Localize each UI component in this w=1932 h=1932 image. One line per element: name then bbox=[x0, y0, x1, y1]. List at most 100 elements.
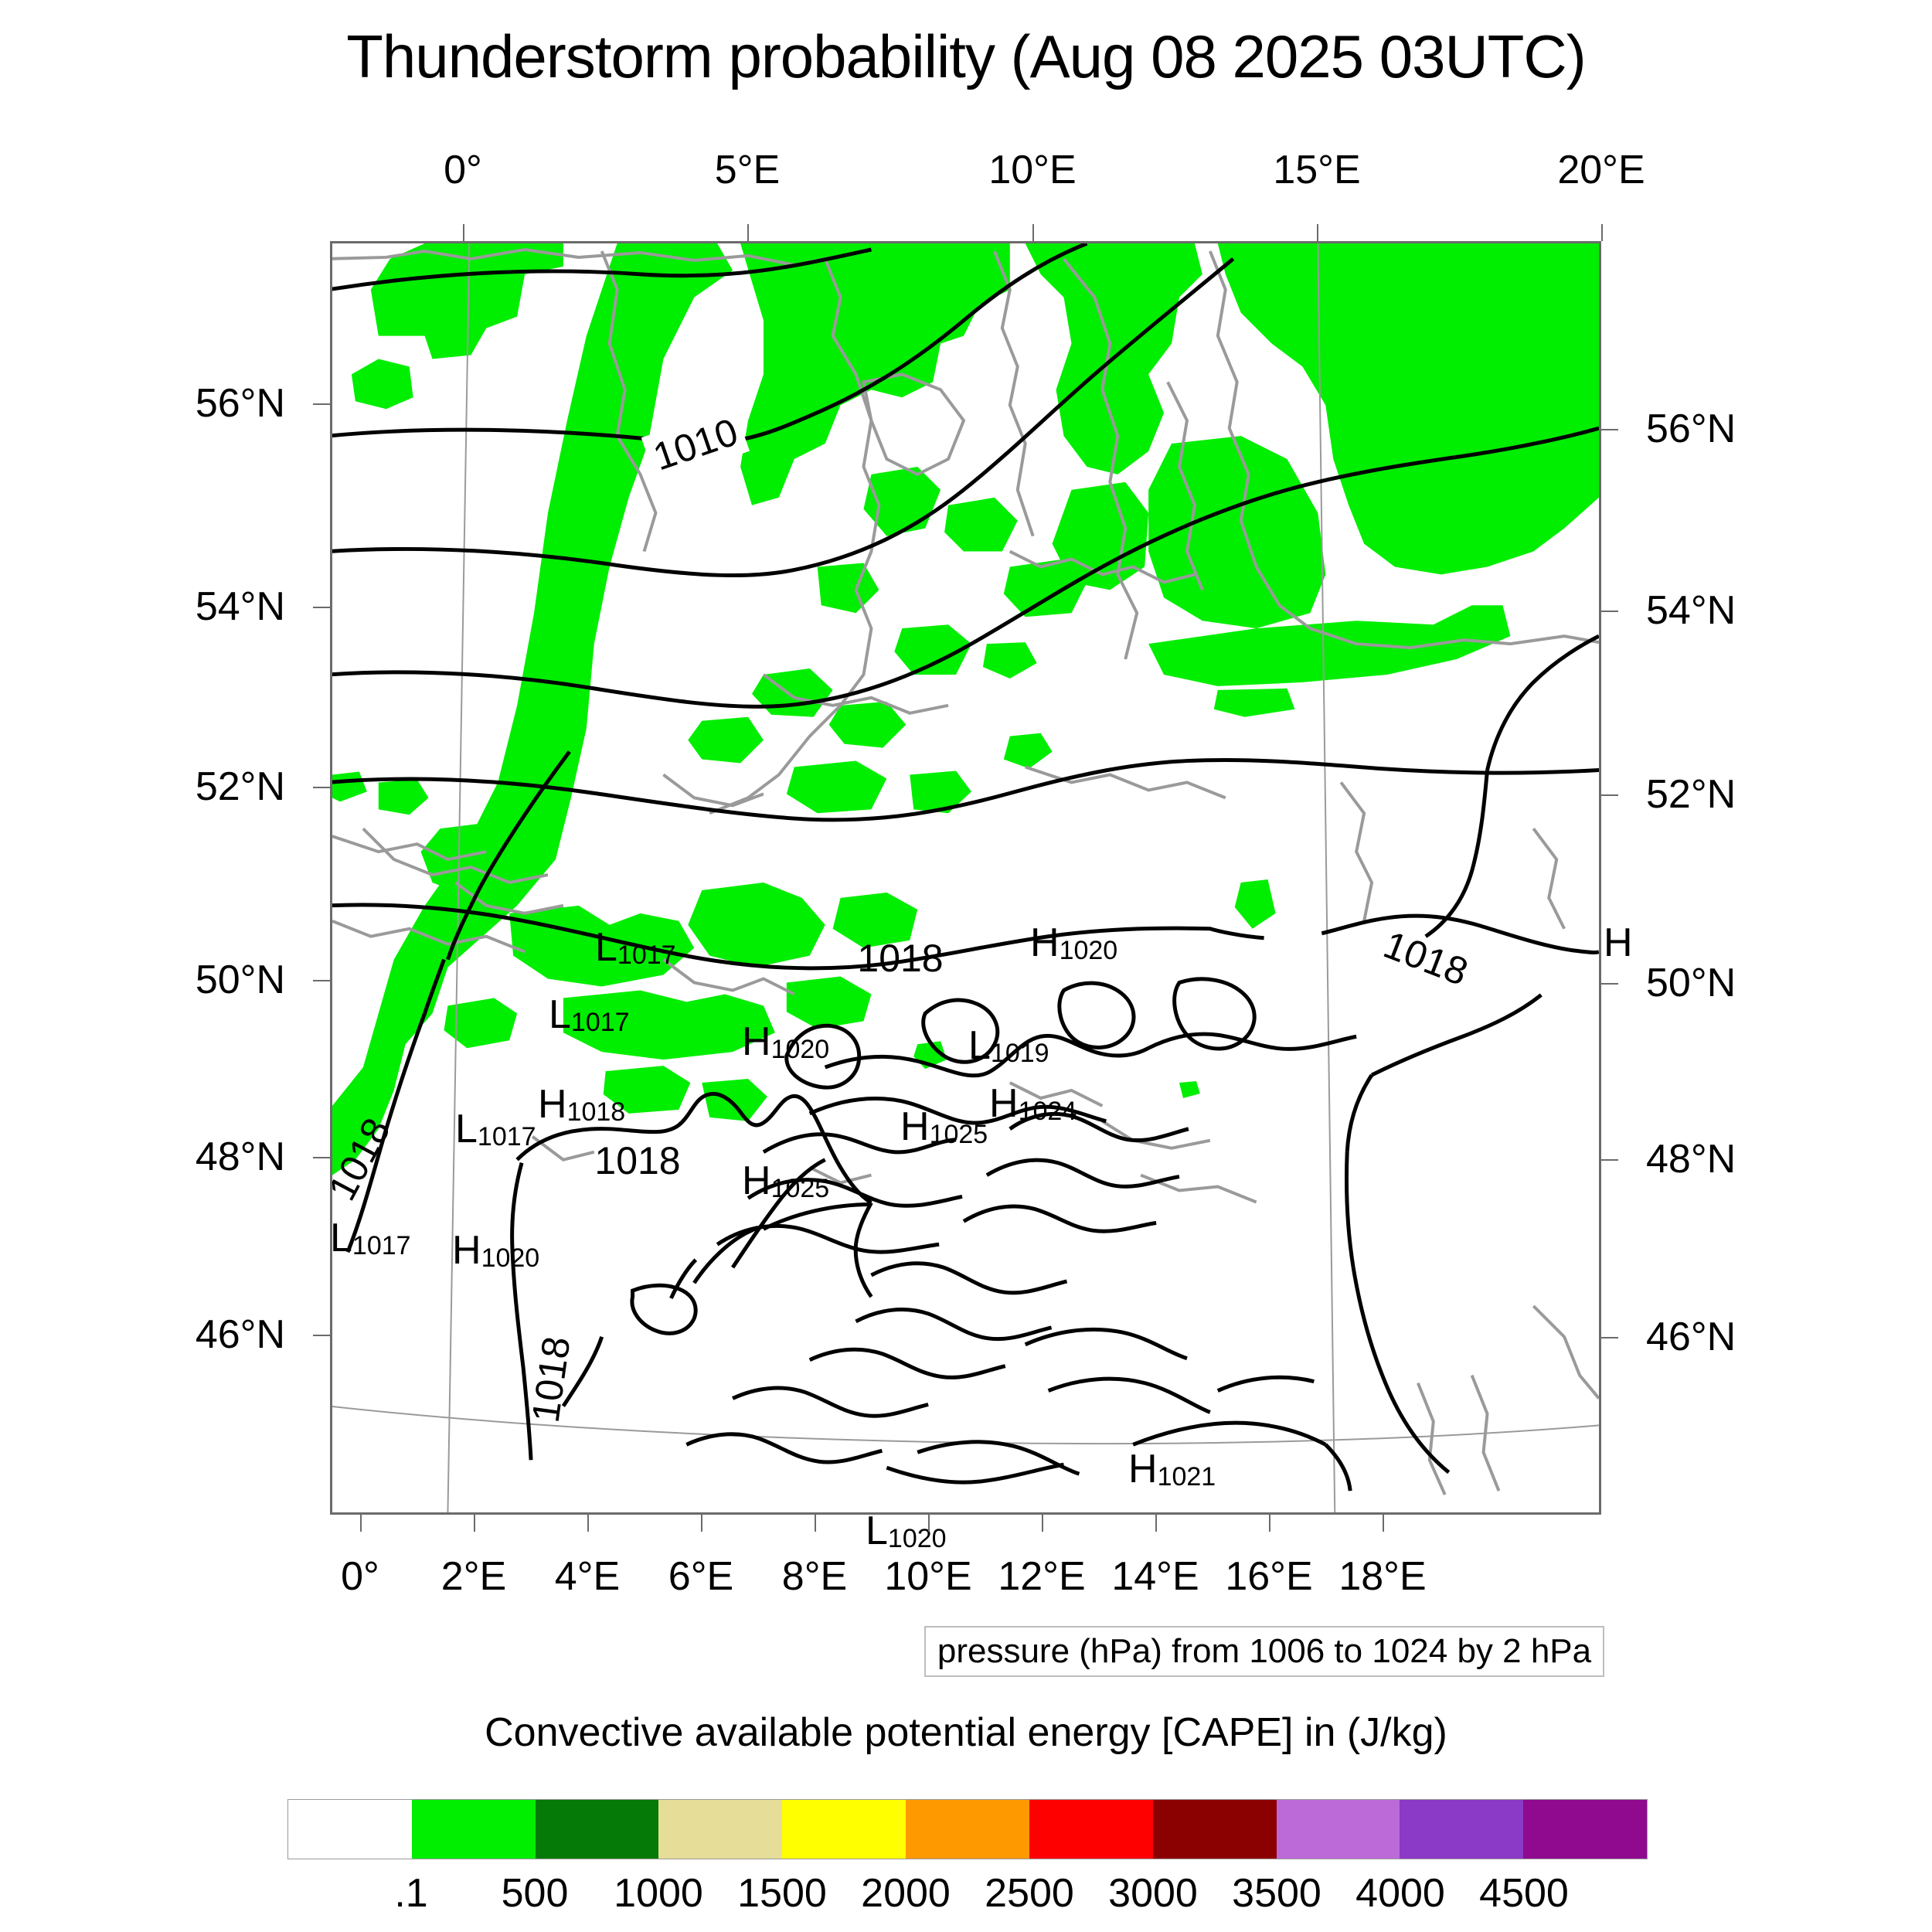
pressure-center-high-7: H1020 bbox=[1030, 920, 1117, 966]
pressure-center-value: 1025 bbox=[770, 1174, 830, 1203]
pressure-center-high-12: H1021 bbox=[1128, 1446, 1216, 1492]
isobar-label-4: 1018 bbox=[594, 1139, 681, 1182]
colorbar-tick-label-8: 4000 bbox=[1355, 1871, 1445, 1916]
pressure-center-type: H bbox=[742, 1158, 771, 1203]
pressure-center-value: 1020 bbox=[481, 1243, 540, 1273]
lat-tick-mark-left-3 bbox=[313, 980, 330, 981]
lon-tick-label-bottom-7: 14°E bbox=[1111, 1554, 1199, 1599]
colorbar-swatch-9 bbox=[1400, 1800, 1524, 1859]
lon-tick-label-top-4: 20°E bbox=[1557, 148, 1645, 192]
lon-tick-label-top-1: 5°E bbox=[714, 148, 781, 192]
pressure-center-high-6: H1020 bbox=[742, 1019, 829, 1065]
map-svg bbox=[332, 243, 1599, 1512]
pressure-center-type: L bbox=[968, 1023, 991, 1068]
pressure-center-type: L bbox=[595, 925, 617, 970]
lat-tick-label-left-4: 48°N bbox=[195, 1134, 285, 1179]
colorbar-tick-label-4: 2000 bbox=[861, 1871, 951, 1916]
lon-tick-mark-top-0 bbox=[463, 224, 464, 241]
lat-tick-mark-right-1 bbox=[1601, 611, 1618, 612]
pressure-center-value: 1024 bbox=[1018, 1097, 1077, 1126]
lon-tick-mark-top-1 bbox=[747, 224, 749, 241]
lat-tick-mark-left-0 bbox=[313, 403, 330, 405]
pressure-caption-text: pressure (hPa) from 1006 to 1024 by 2 hP… bbox=[937, 1632, 1592, 1670]
lon-tick-mark-bottom-1 bbox=[474, 1515, 475, 1532]
lon-tick-mark-bottom-5 bbox=[928, 1515, 930, 1532]
lon-tick-mark-bottom-7 bbox=[1155, 1515, 1157, 1532]
pressure-center-type: H bbox=[1128, 1447, 1158, 1492]
pressure-center-type: H bbox=[742, 1019, 771, 1064]
map-plot-area bbox=[330, 241, 1601, 1515]
colorbar-tick-label-9: 4500 bbox=[1479, 1871, 1569, 1916]
pressure-center-low-4: L1017 bbox=[330, 1215, 411, 1261]
lat-tick-label-left-1: 54°N bbox=[195, 584, 285, 629]
pressure-center-high-2: H1018 bbox=[538, 1081, 625, 1128]
pressure-center-value: 1017 bbox=[570, 1008, 630, 1037]
lon-tick-mark-bottom-4 bbox=[815, 1515, 816, 1532]
lon-tick-mark-bottom-8 bbox=[1269, 1515, 1270, 1532]
colorbar-tick-label-0: .1 bbox=[394, 1871, 428, 1916]
lat-tick-mark-right-2 bbox=[1601, 794, 1618, 796]
graticule-layer bbox=[332, 243, 1599, 1512]
pressure-center-value: 1017 bbox=[617, 940, 676, 970]
lon-tick-mark-top-2 bbox=[1032, 224, 1034, 241]
pressure-center-high-9: H1024 bbox=[989, 1080, 1077, 1127]
lat-tick-label-left-0: 56°N bbox=[195, 381, 285, 426]
lon-tick-label-bottom-9: 18°E bbox=[1338, 1554, 1427, 1599]
pressure-center-type: L bbox=[866, 1509, 888, 1553]
lon-tick-label-bottom-4: 8°E bbox=[781, 1554, 848, 1599]
pressure-center-type: H bbox=[900, 1104, 930, 1149]
lon-tick-mark-bottom-9 bbox=[1383, 1515, 1384, 1532]
lat-tick-label-right-0: 56°N bbox=[1646, 406, 1736, 451]
pressure-center-high-5: H1020 bbox=[452, 1227, 539, 1274]
lon-tick-label-bottom-3: 6°E bbox=[668, 1554, 734, 1599]
lon-tick-label-bottom-8: 16°E bbox=[1225, 1554, 1313, 1599]
lat-tick-mark-left-4 bbox=[313, 1157, 330, 1158]
lon-tick-label-top-3: 15°E bbox=[1273, 148, 1361, 192]
lat-tick-label-right-1: 54°N bbox=[1646, 588, 1736, 633]
lat-tick-label-left-2: 52°N bbox=[195, 764, 285, 809]
pressure-center-value: 1020 bbox=[770, 1035, 830, 1064]
colorbar-swatch-10 bbox=[1523, 1800, 1647, 1859]
lat-tick-mark-left-5 bbox=[313, 1335, 330, 1336]
pressure-center-low-8: L1019 bbox=[968, 1022, 1049, 1069]
colorbar-title: Convective available potential energy [C… bbox=[485, 1710, 1447, 1755]
pressure-center-value: 1018 bbox=[566, 1097, 626, 1127]
colorbar-swatch-3 bbox=[658, 1800, 783, 1859]
lon-tick-mark-top-3 bbox=[1317, 224, 1318, 241]
lat-tick-label-right-2: 52°N bbox=[1646, 772, 1736, 817]
colorbar-swatch-7 bbox=[1152, 1800, 1277, 1859]
colorbar-tick-label-3: 1500 bbox=[737, 1871, 827, 1916]
colorbar-swatch-4 bbox=[782, 1800, 906, 1859]
lon-tick-mark-bottom-2 bbox=[587, 1515, 589, 1532]
colorbar-tick-label-6: 3000 bbox=[1108, 1871, 1198, 1916]
colorbar-tick-label-1: 500 bbox=[501, 1871, 569, 1916]
lat-tick-label-left-3: 50°N bbox=[195, 957, 285, 1002]
coastline-layer bbox=[332, 247, 1599, 1495]
isobar-layer bbox=[332, 243, 1599, 1492]
pressure-center-low-0: L1017 bbox=[595, 924, 676, 971]
lat-tick-label-right-3: 50°N bbox=[1646, 961, 1736, 1005]
page-title: Thunderstorm probability (Aug 08 2025 03… bbox=[346, 22, 1586, 90]
isobar-label-1: 1018 bbox=[857, 937, 944, 980]
pressure-caption-box: pressure (hPa) from 1006 to 1024 by 2 hP… bbox=[924, 1626, 1604, 1677]
lon-tick-label-bottom-1: 2°E bbox=[440, 1554, 507, 1599]
lat-tick-mark-right-0 bbox=[1601, 429, 1618, 430]
pressure-center-low-3: L1017 bbox=[455, 1106, 536, 1152]
colorbar-swatch-0 bbox=[288, 1800, 412, 1859]
pressure-center-value: 1025 bbox=[929, 1120, 988, 1149]
colorbar-tick-label-7: 3500 bbox=[1232, 1871, 1321, 1916]
lon-tick-label-bottom-6: 12°E bbox=[998, 1554, 1086, 1599]
colorbar bbox=[287, 1799, 1648, 1859]
pressure-center-low-1: L1017 bbox=[549, 992, 630, 1038]
pressure-center-value: 1017 bbox=[352, 1231, 411, 1260]
lat-tick-mark-right-4 bbox=[1601, 1159, 1618, 1161]
pressure-center-type: H bbox=[1604, 920, 1633, 965]
lon-tick-label-bottom-5: 10°E bbox=[884, 1554, 972, 1599]
colorbar-tick-label-5: 2500 bbox=[985, 1871, 1074, 1916]
pressure-center-type: L bbox=[549, 992, 571, 1037]
pressure-center-low-13: L1020 bbox=[866, 1508, 947, 1554]
lon-tick-label-bottom-2: 4°E bbox=[554, 1554, 621, 1599]
colorbar-swatch-8 bbox=[1276, 1800, 1400, 1859]
lat-tick-mark-left-1 bbox=[313, 607, 330, 608]
lon-tick-mark-bottom-6 bbox=[1042, 1515, 1043, 1532]
